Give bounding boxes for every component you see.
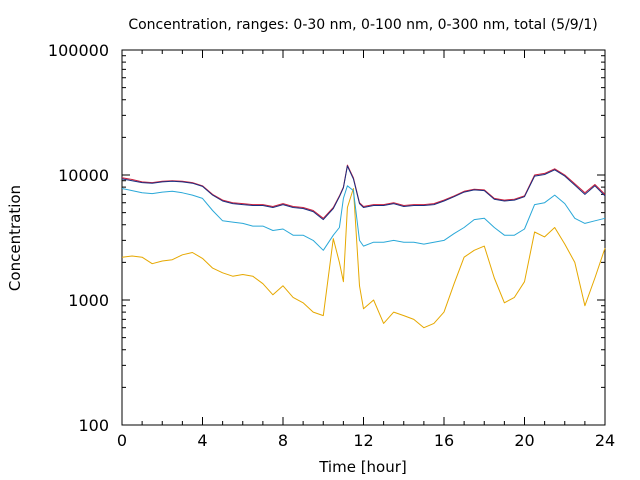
x-tick-label: 24: [595, 431, 615, 450]
x-tick-label: 8: [278, 431, 288, 450]
series-lines: [121, 164, 606, 329]
x-tick-label: 20: [514, 431, 534, 450]
plot-frame: [121, 49, 606, 426]
series-line-1: [121, 185, 606, 251]
y-tick-label: 100000: [48, 41, 109, 60]
axis-ticks: 0 4 8 12 16 20 24 100 1000 10000 100000: [48, 41, 615, 450]
series-line-3: [121, 165, 606, 221]
y-tick-label: 10000: [58, 166, 109, 185]
y-tick-label: 100: [78, 416, 109, 435]
x-tick-label: 0: [117, 431, 127, 450]
series-line-0: [121, 188, 606, 329]
x-axis-title: Time [hour]: [318, 458, 407, 476]
chart-title: Concentration, ranges: 0-30 nm, 0-100 nm…: [128, 17, 597, 33]
x-tick-label: 16: [434, 431, 454, 450]
x-tick-label: 12: [353, 431, 373, 450]
y-axis-title: Concentration: [6, 185, 24, 291]
x-tick-label: 4: [197, 431, 207, 450]
y-tick-label: 1000: [68, 291, 109, 310]
